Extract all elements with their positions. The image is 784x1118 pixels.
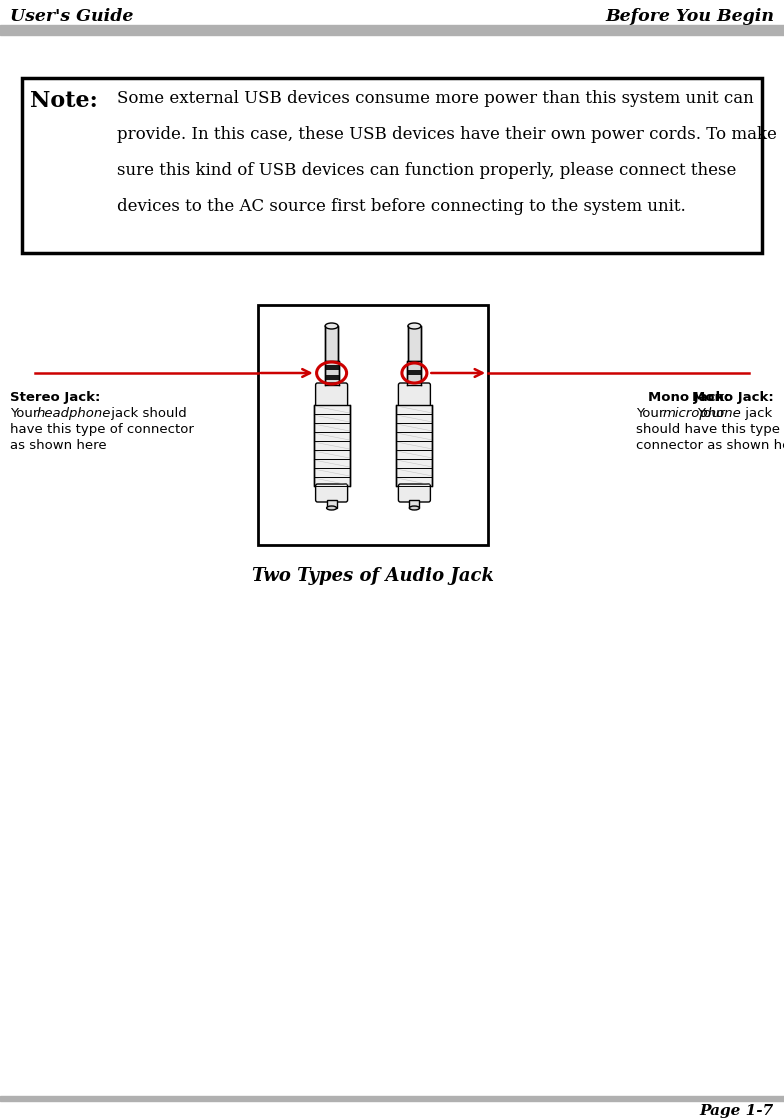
- Text: headphone: headphone: [37, 407, 111, 420]
- Bar: [327, 500, 336, 508]
- Bar: [408, 361, 421, 385]
- Text: devices to the AC source first before connecting to the system unit.: devices to the AC source first before co…: [117, 198, 686, 215]
- Ellipse shape: [325, 323, 338, 329]
- Text: Note:: Note:: [30, 91, 98, 112]
- Text: connector as shown here.: connector as shown here.: [636, 439, 784, 452]
- Text: Stereo Jack:: Stereo Jack:: [10, 391, 100, 404]
- Bar: [325, 361, 339, 385]
- Bar: [0, 25, 784, 35]
- Bar: [397, 405, 433, 486]
- Ellipse shape: [409, 506, 419, 510]
- Bar: [0, 1096, 784, 1101]
- FancyBboxPatch shape: [398, 484, 430, 502]
- Bar: [22, 78, 762, 253]
- FancyBboxPatch shape: [316, 484, 347, 502]
- Text: provide. In this case, these USB devices have their own power cords. To make: provide. In this case, these USB devices…: [117, 126, 777, 143]
- Text: jack should: jack should: [107, 407, 187, 420]
- Text: as shown here: as shown here: [10, 439, 107, 452]
- Ellipse shape: [327, 506, 336, 510]
- Bar: [325, 326, 338, 361]
- Text: Your: Your: [10, 407, 42, 420]
- Ellipse shape: [408, 323, 421, 329]
- Text: Mono Jack:: Mono Jack:: [648, 391, 730, 404]
- Text: jack: jack: [741, 407, 772, 420]
- Text: Some external USB devices consume more power than this system unit can: Some external USB devices consume more p…: [117, 91, 753, 107]
- Bar: [408, 326, 421, 361]
- Text: microphone: microphone: [663, 407, 742, 420]
- Text: Mono Jack:: Mono Jack:: [692, 391, 774, 404]
- Text: should have this type of: should have this type of: [636, 423, 784, 436]
- Bar: [409, 500, 419, 508]
- FancyBboxPatch shape: [398, 383, 430, 407]
- Bar: [408, 370, 421, 375]
- Text: Your: Your: [636, 407, 669, 420]
- Text: Two Types of Audio Jack: Two Types of Audio Jack: [252, 567, 494, 585]
- Bar: [258, 305, 488, 544]
- Text: Page 1-7: Page 1-7: [700, 1103, 774, 1118]
- FancyBboxPatch shape: [316, 383, 347, 407]
- Bar: [314, 405, 350, 486]
- Bar: [325, 364, 339, 370]
- Text: User's Guide: User's Guide: [10, 8, 133, 25]
- Text: sure this kind of USB devices can function properly, please connect these: sure this kind of USB devices can functi…: [117, 162, 736, 179]
- Text: Your: Your: [698, 407, 730, 420]
- Text: have this type of connector: have this type of connector: [10, 423, 194, 436]
- Text: Before You Begin: Before You Begin: [605, 8, 774, 25]
- Bar: [325, 375, 339, 380]
